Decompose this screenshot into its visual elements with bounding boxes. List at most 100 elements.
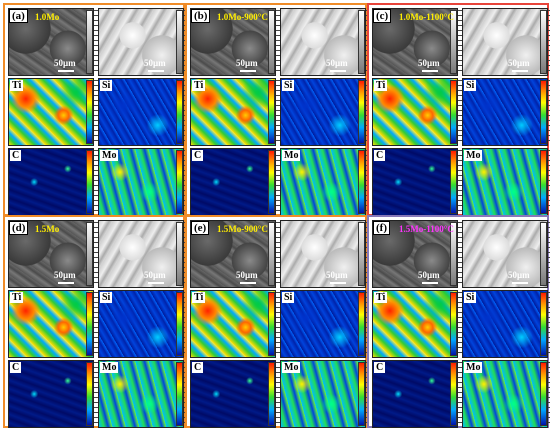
colorbar-ticks: [458, 10, 462, 74]
colorbar: [176, 150, 183, 214]
panel-c: 50μm 50μm Ti Si C Mo (c) 1.0Mo-1100°C: [367, 3, 550, 216]
colorbar: [268, 292, 275, 356]
scale-label: 50μm: [54, 270, 76, 280]
colorbar-ticks: [276, 362, 280, 426]
colorbar: [176, 222, 183, 286]
colorbar: [86, 150, 93, 214]
panel-label: (d): [9, 221, 29, 235]
scale-label: 50μm: [326, 58, 348, 68]
colorbar: [176, 10, 183, 74]
scale-bar: [58, 282, 74, 284]
condition-label: 1.0Mo: [35, 12, 60, 22]
colorbar: [450, 362, 457, 426]
colorbar-ticks: [276, 292, 280, 356]
c-label: C: [10, 362, 22, 373]
panel-f: 50μm 50μm Ti Si C Mo (f) 1.5Mo-1100°C: [367, 215, 550, 428]
colorbar: [176, 362, 183, 426]
colorbar-ticks: [458, 80, 462, 144]
si-map: [280, 78, 366, 146]
colorbar: [358, 10, 365, 74]
si-map: [462, 78, 548, 146]
si-label: Si: [282, 292, 295, 303]
colorbar: [540, 80, 547, 144]
mo-label: Mo: [464, 362, 483, 373]
condition-label: 1.5Mo: [35, 224, 60, 234]
si-map: [462, 290, 548, 358]
colorbar-ticks: [458, 222, 462, 286]
c-map: [372, 148, 458, 216]
mo-label: Mo: [100, 362, 119, 373]
ti-label: Ti: [374, 292, 388, 303]
colorbar: [540, 222, 547, 286]
colorbar-ticks: [548, 10, 550, 74]
colorbar: [540, 10, 547, 74]
sem-image-right: [280, 220, 366, 288]
colorbar: [450, 10, 457, 74]
mo-map: [98, 360, 184, 428]
sem-image-right: [98, 220, 184, 288]
ti-label: Ti: [374, 80, 388, 91]
colorbar-ticks: [276, 150, 280, 214]
scale-bar: [422, 70, 438, 72]
colorbar-ticks: [94, 10, 98, 74]
colorbar-ticks: [94, 362, 98, 426]
c-label: C: [374, 150, 386, 161]
panel-b: 50μm 50μm Ti Si C Mo (b) 1.0Mo-900°C: [185, 3, 370, 216]
colorbar-ticks: [458, 362, 462, 426]
si-label: Si: [464, 292, 477, 303]
c-label: C: [374, 362, 386, 373]
panel-a: 50μm 50μm Ti Si C Mo (a) 1.0Mo: [3, 3, 188, 216]
colorbar: [540, 150, 547, 214]
scale-bar: [148, 282, 164, 284]
colorbar-ticks: [276, 222, 280, 286]
scale-label: 50μm: [236, 270, 258, 280]
scale-label: 50μm: [418, 270, 440, 280]
panel-label: (a): [9, 9, 28, 23]
colorbar-ticks: [548, 80, 550, 144]
colorbar: [358, 292, 365, 356]
c-map: [8, 360, 94, 428]
scale-bar: [148, 70, 164, 72]
colorbar: [176, 292, 183, 356]
condition-label: 1.0Mo-900°C: [217, 12, 268, 22]
colorbar-ticks: [548, 222, 550, 286]
colorbar-ticks: [548, 150, 550, 214]
colorbar: [268, 222, 275, 286]
sem-image-right: [98, 8, 184, 76]
sem-image-right: [462, 8, 548, 76]
colorbar: [86, 222, 93, 286]
colorbar: [450, 222, 457, 286]
condition-label: 1.0Mo-1100°C: [399, 12, 454, 22]
colorbar: [86, 80, 93, 144]
ti-label: Ti: [10, 80, 24, 91]
colorbar-ticks: [548, 292, 550, 356]
ti-map: [190, 78, 276, 146]
scale-label: 50μm: [144, 58, 166, 68]
colorbar: [450, 80, 457, 144]
colorbar: [450, 150, 457, 214]
si-map: [98, 78, 184, 146]
scale-bar: [240, 282, 256, 284]
c-label: C: [192, 362, 204, 373]
c-map: [372, 360, 458, 428]
si-label: Si: [464, 80, 477, 91]
condition-label: 1.5Mo-1100°C: [399, 224, 454, 234]
sem-image-right: [462, 220, 548, 288]
scale-label: 50μm: [418, 58, 440, 68]
scale-label: 50μm: [144, 270, 166, 280]
colorbar-ticks: [94, 80, 98, 144]
scale-bar: [512, 282, 528, 284]
scale-bar: [422, 282, 438, 284]
mo-label: Mo: [464, 150, 483, 161]
scale-bar: [330, 70, 346, 72]
colorbar-ticks: [94, 222, 98, 286]
si-label: Si: [100, 80, 113, 91]
panel-label: (c): [373, 9, 392, 23]
si-map: [98, 290, 184, 358]
colorbar: [540, 362, 547, 426]
scale-label: 50μm: [326, 270, 348, 280]
colorbar-ticks: [276, 80, 280, 144]
colorbar: [450, 292, 457, 356]
panel-label: (e): [191, 221, 210, 235]
colorbar: [268, 362, 275, 426]
